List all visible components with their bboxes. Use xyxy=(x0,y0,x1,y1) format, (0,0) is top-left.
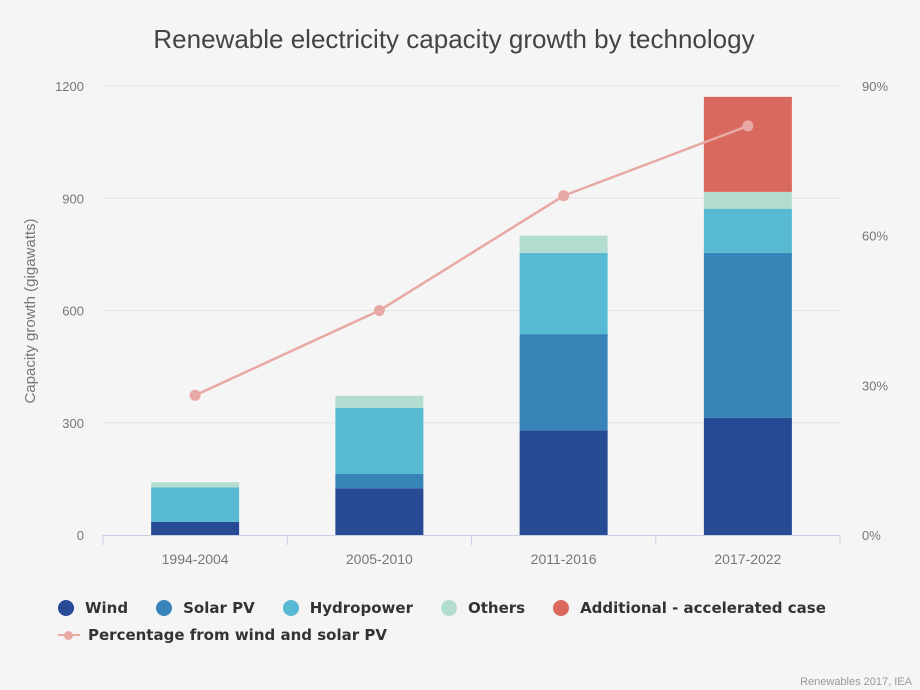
legend-dot-hydropower-icon xyxy=(282,599,299,616)
legend-label-wind: Wind xyxy=(85,598,129,617)
y-tick-label: 300 xyxy=(62,416,84,431)
percentage-line-path xyxy=(194,124,749,397)
legend-item-hydropower[interactable]: Hydropower xyxy=(282,598,413,617)
percentage-point xyxy=(558,190,570,202)
legend-item-additional[interactable]: Additional - accelerated case xyxy=(553,599,826,617)
legend-dot-others-icon xyxy=(440,599,457,616)
legend-label-additional: Additional - accelerated case xyxy=(580,598,826,617)
bar-segment-solar-pv xyxy=(519,334,608,431)
bar-segment-others xyxy=(151,482,240,488)
legend-row-1: Wind Solar PV Hydropower Others Addition… xyxy=(58,594,898,621)
y2-tick-label: 90% xyxy=(862,79,888,94)
bar-segment-hydropower xyxy=(335,407,424,475)
legend-label-hydropower: Hydropower xyxy=(309,598,413,617)
legend-dot-solar-pv-icon xyxy=(156,599,173,616)
chart-title: Renewable electricity capacity growth by… xyxy=(153,24,754,54)
percentage-point xyxy=(373,305,385,316)
source-credit: Renewables 2017, IEA xyxy=(800,676,912,688)
y-tick-label: 900 xyxy=(62,191,84,206)
y-tick-label: 0 xyxy=(77,528,84,543)
y2-tick-label: 0% xyxy=(862,528,881,543)
bar-segment-others xyxy=(519,235,608,253)
legend-item-wind[interactable]: Wind xyxy=(58,599,128,617)
bar-segment-solar-pv xyxy=(703,252,792,418)
legend-label-others: Others xyxy=(467,598,526,617)
bar-segment-additional-accelerated-case xyxy=(703,96,792,192)
y2-tick-label: 30% xyxy=(862,378,888,393)
x-tick-label: 1994-2004 xyxy=(162,551,229,567)
legend-item-solar-pv[interactable]: Solar PV xyxy=(156,599,255,617)
bar-segment-wind xyxy=(151,521,240,535)
bar-segment-solar-pv xyxy=(335,474,424,489)
legend-label-solar-pv: Solar PV xyxy=(183,598,255,617)
x-tick-label: 2017-2022 xyxy=(714,551,781,567)
legend-item-others[interactable]: Others xyxy=(440,598,526,617)
bar-segment-hydropower xyxy=(703,208,792,253)
legend-item-percentage[interactable]: Percentage from wind and solar PV xyxy=(58,626,387,644)
percentage-point xyxy=(742,120,754,132)
bar-segment-wind xyxy=(519,430,608,535)
x-tick-label: 2005-2010 xyxy=(346,551,413,567)
legend-line-marker-icon xyxy=(58,627,80,643)
y-axis-label: Capacity growth (gigawatts) xyxy=(22,218,39,403)
legend-label-percentage: Percentage from wind and solar PV xyxy=(88,625,387,644)
legend-dot-additional-icon xyxy=(553,599,570,616)
bar-segment-others xyxy=(703,191,792,209)
bars xyxy=(151,96,792,535)
legend: Wind Solar PV Hydropower Others Addition… xyxy=(58,594,898,648)
tick-labels: 0 300 600 900 1200 0% 30% 60% 90% 1994-2004 2005-2… xyxy=(55,79,888,567)
percentage-point xyxy=(189,389,201,401)
y2-tick-label: 60% xyxy=(862,229,888,244)
x-axis xyxy=(102,535,841,545)
bar-segment-others xyxy=(335,395,424,408)
bar-segment-wind xyxy=(703,417,792,535)
legend-dot-wind-icon xyxy=(58,599,74,616)
y-tick-label: 600 xyxy=(62,304,84,319)
bar-segment-wind xyxy=(335,488,424,535)
percentage-line xyxy=(189,120,754,401)
bar-segment-hydropower xyxy=(151,487,240,522)
y-tick-label: 1200 xyxy=(55,79,84,94)
bar-segment-hydropower xyxy=(519,252,608,335)
x-tick-label: 2011-2016 xyxy=(531,551,597,567)
legend-row-2: Percentage from wind and solar PV xyxy=(58,621,898,648)
